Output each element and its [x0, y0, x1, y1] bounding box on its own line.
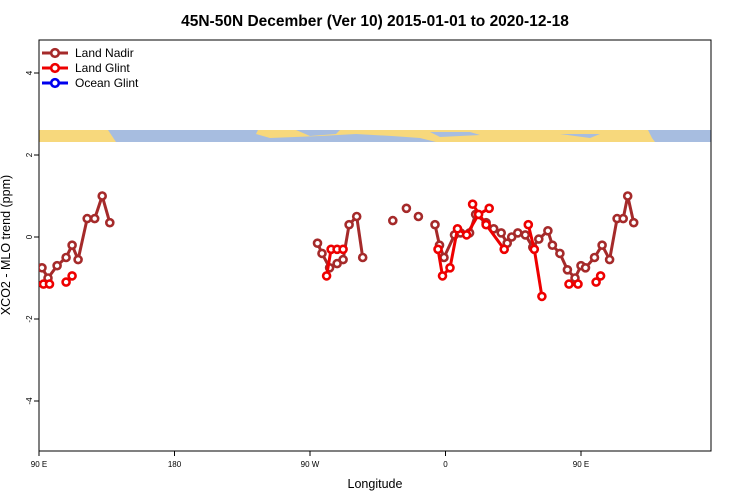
chart-title: 45N-50N December (Ver 10) 2015-01-01 to …: [181, 13, 569, 30]
data-point: [312, 238, 323, 248]
data-point: [618, 213, 629, 224]
data-point: [44, 279, 55, 289]
land-ocean-strip: [39, 130, 711, 142]
data-point: [484, 203, 495, 214]
data-point: [564, 279, 574, 289]
data-point: [401, 203, 412, 214]
data-point: [597, 240, 607, 250]
legend-label: Ocean Glint: [75, 76, 139, 90]
x-axis-label: Longitude: [348, 477, 403, 491]
series-layer: [39, 190, 639, 302]
data-point: [529, 244, 540, 255]
data-point: [437, 271, 448, 281]
data-point: [452, 224, 463, 234]
data-point: [97, 191, 107, 201]
data-point: [61, 277, 71, 287]
data-point: [67, 271, 77, 281]
data-point: [555, 248, 565, 259]
y-tick-label: 0: [25, 234, 34, 239]
y-tick-label: 4: [25, 70, 34, 75]
x-tick-label: 0: [443, 460, 448, 469]
data-point: [604, 254, 615, 265]
data-point: [387, 215, 398, 226]
y-tick-label: 2: [25, 152, 34, 157]
data-point: [573, 279, 583, 289]
data-point: [461, 230, 472, 240]
legend-label: Land Nadir: [75, 46, 134, 60]
data-point: [537, 291, 547, 302]
data-point: [433, 244, 443, 255]
data-point: [338, 244, 348, 255]
data-point: [52, 260, 62, 271]
x-tick-label: 90 E: [31, 460, 47, 469]
data-point: [473, 209, 484, 220]
ocean-inlet: [296, 130, 340, 136]
data-point: [439, 252, 449, 263]
data-point: [430, 219, 440, 230]
legend-marker: [49, 47, 61, 59]
data-point: [499, 244, 510, 255]
x-tick-label: 180: [168, 460, 182, 469]
plot-frame: [38, 39, 712, 452]
data-point: [496, 228, 507, 238]
data-point: [506, 232, 517, 242]
y-tick-label: -2: [25, 315, 34, 323]
series-1: [39, 199, 606, 302]
y-axis-label: XCO2 - MLO trend (ppm): [0, 175, 13, 315]
data-point: [467, 199, 478, 209]
data-point: [547, 240, 558, 250]
data-point: [105, 217, 115, 228]
data-point: [82, 213, 92, 224]
x-axis: 90 E 180 90 W 0 90 E: [31, 451, 589, 469]
x-tick-label: 90 E: [573, 460, 589, 469]
data-point: [543, 226, 553, 236]
data-point: [445, 262, 455, 273]
ocean-inlet: [430, 132, 480, 137]
data-point: [61, 252, 71, 263]
data-point: [338, 254, 348, 265]
land-region: [39, 130, 116, 142]
y-axis: 4 2 0 -2 -4: [25, 70, 39, 405]
legend-marker: [49, 62, 61, 74]
y-tick-label: -4: [25, 397, 34, 405]
x-tick-label: 90 W: [301, 460, 320, 469]
data-point: [317, 248, 327, 259]
data-point: [344, 219, 354, 230]
data-point: [591, 277, 601, 287]
legend-label: Land Glint: [75, 61, 130, 75]
data-point: [39, 263, 47, 273]
data-point: [523, 219, 534, 230]
data-point: [520, 230, 531, 240]
data-point: [595, 271, 606, 281]
data-point: [628, 217, 639, 228]
data-point: [357, 252, 368, 263]
data-point: [512, 228, 523, 238]
legend-marker: [49, 77, 61, 89]
data-point: [321, 271, 332, 281]
data-point: [89, 213, 100, 224]
data-point: [589, 252, 600, 263]
data-point: [481, 219, 491, 230]
series-0: [39, 190, 639, 283]
data-point: [622, 191, 633, 201]
ocean-inlet: [560, 134, 600, 138]
data-point: [67, 240, 77, 250]
data-point: [562, 264, 573, 275]
series-line: [40, 190, 112, 281]
data-point: [533, 234, 544, 244]
data-point: [73, 254, 83, 265]
data-point: [413, 211, 424, 222]
data-point: [351, 211, 362, 222]
data-point: [580, 262, 591, 273]
